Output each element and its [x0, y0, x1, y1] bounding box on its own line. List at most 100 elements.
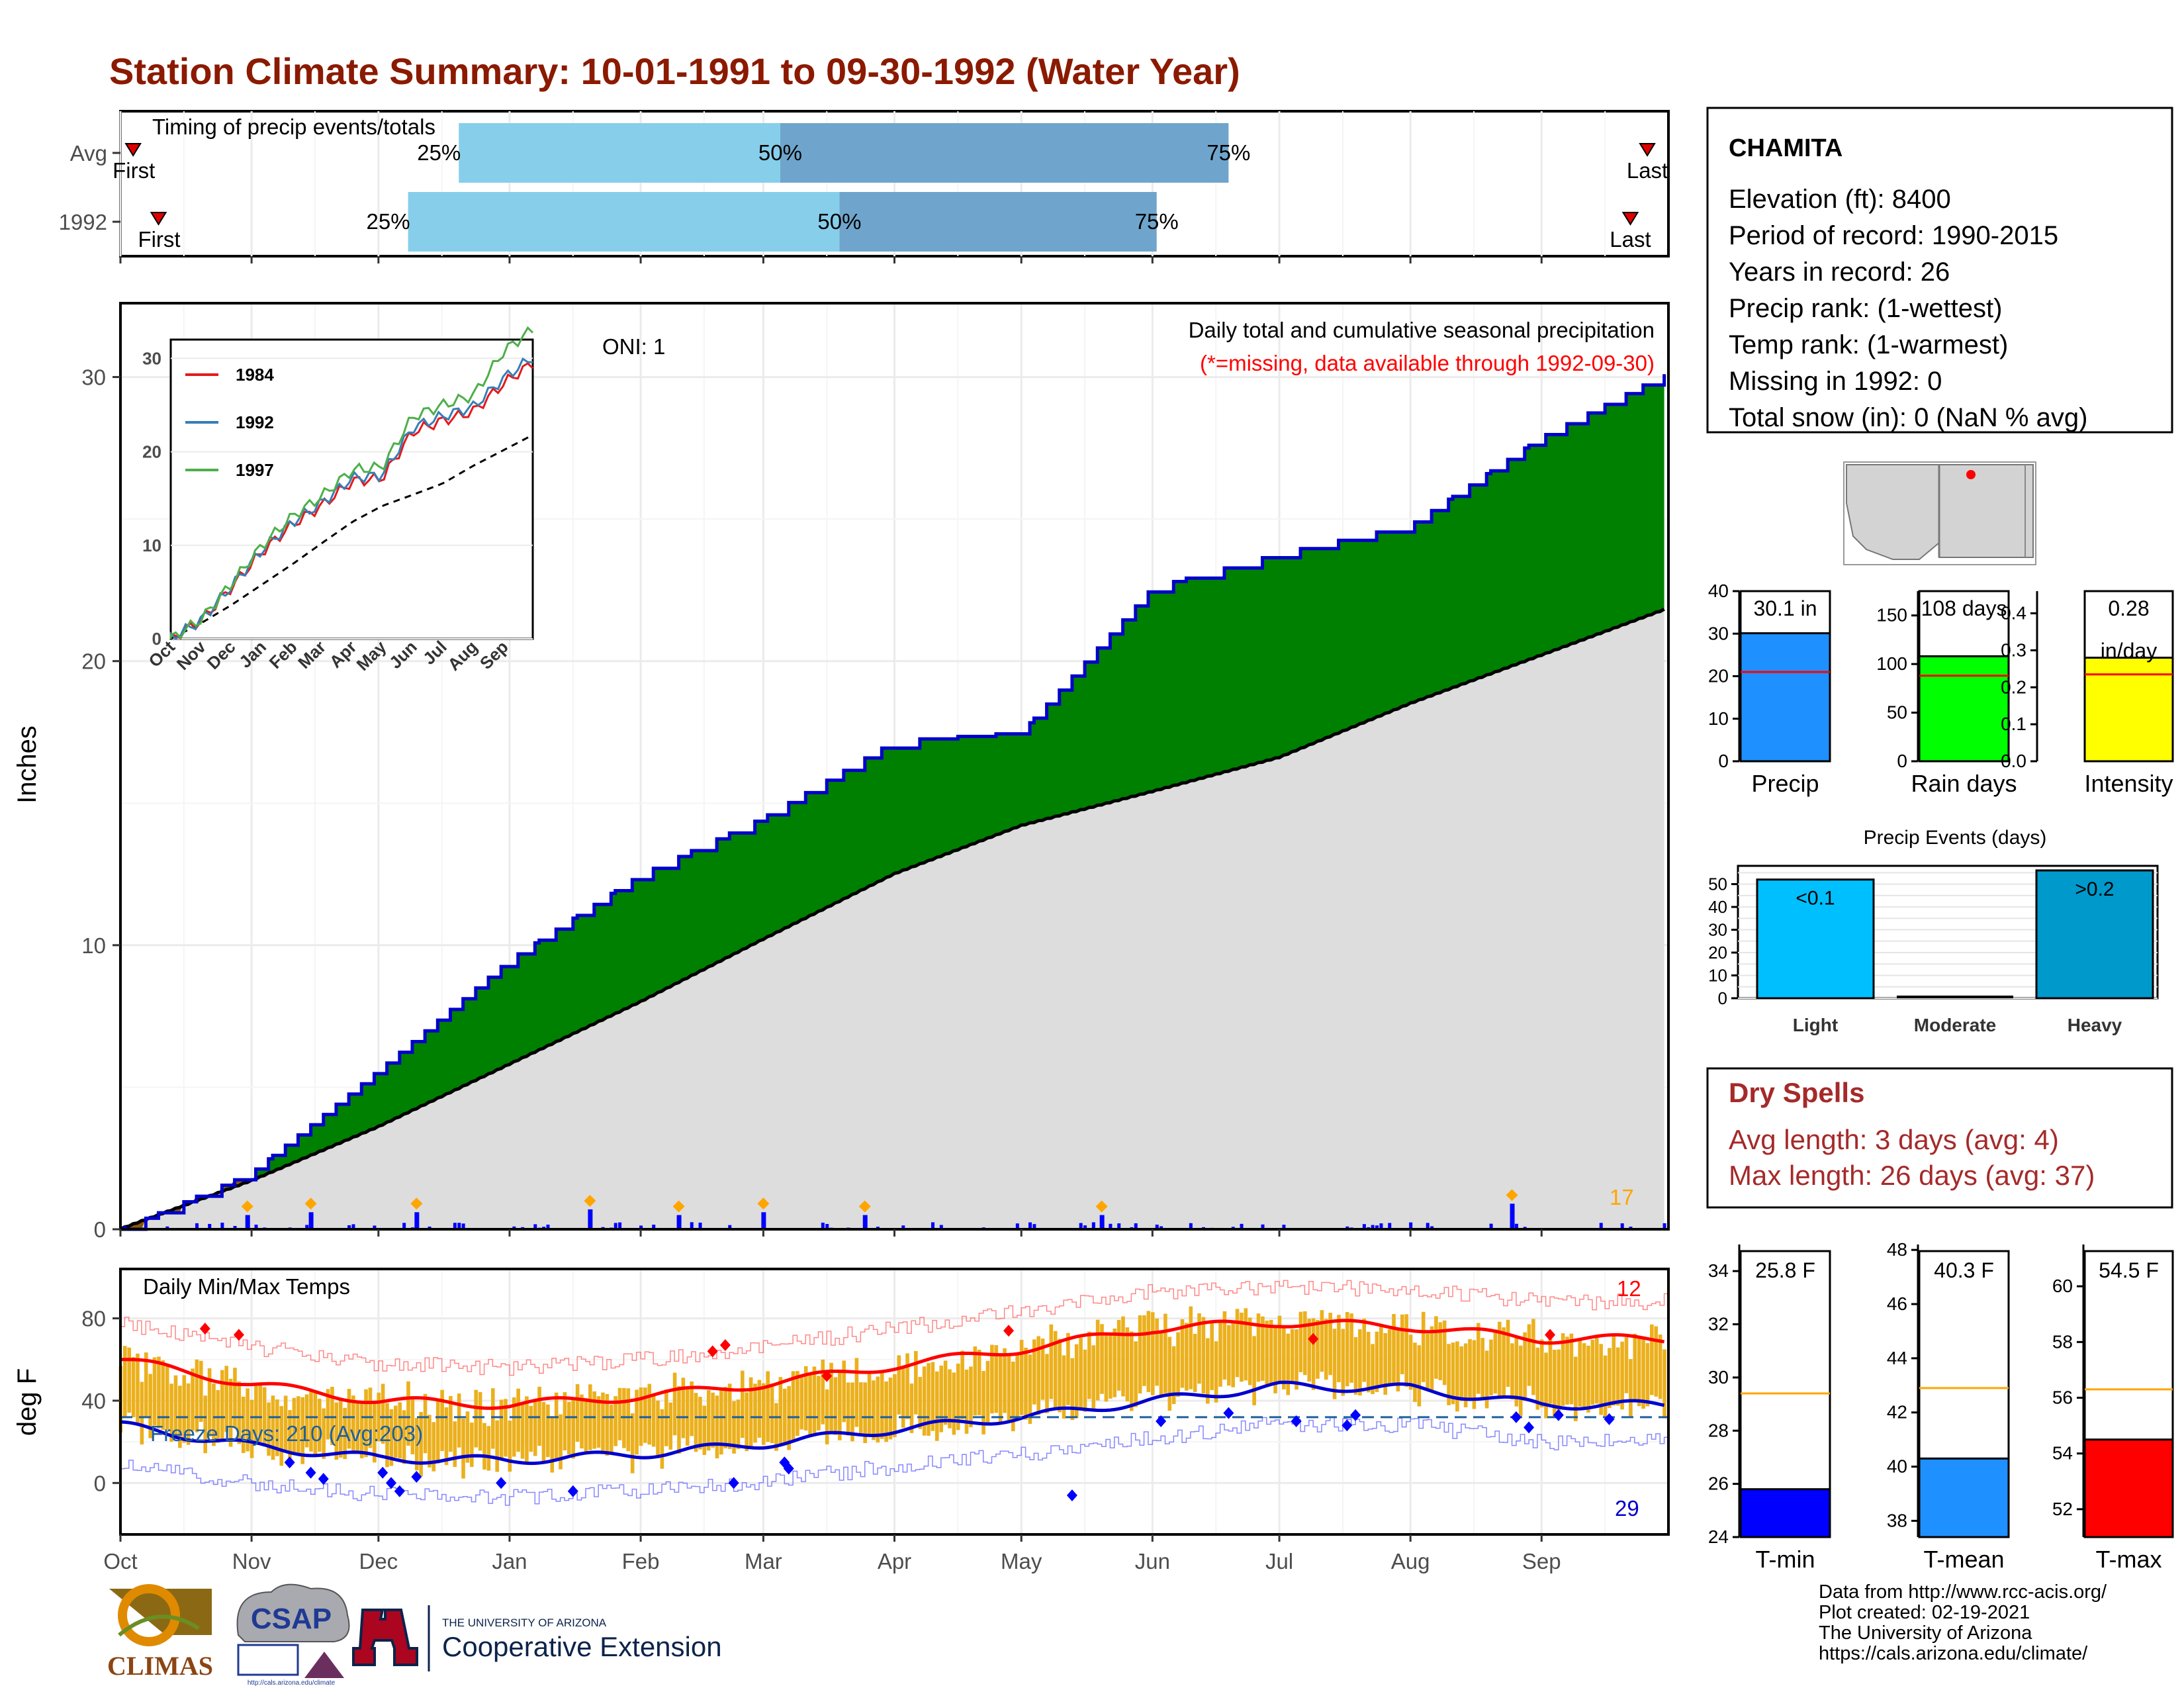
daily-temp-bar: [241, 1396, 246, 1454]
daily-temp-bar: [994, 1345, 999, 1413]
daily-temp-bar: [1645, 1342, 1650, 1407]
first-event-marker: [150, 212, 167, 226]
daily-temp-bar: [1210, 1321, 1214, 1390]
temp-summary-tick-label: 34: [1708, 1260, 1729, 1281]
daily-temp-bar: [1146, 1311, 1151, 1392]
daily-temp-bar: [1565, 1336, 1569, 1405]
precip-events-value-label: >0.2: [2075, 878, 2114, 900]
daily-temp-bar: [1548, 1336, 1553, 1404]
daily-temp-bar: [867, 1371, 872, 1437]
precip-caption: Daily total and cumulative seasonal prec…: [1189, 318, 1655, 342]
daily-temp-bar: [1302, 1311, 1307, 1376]
first-event-label: First: [138, 227, 180, 252]
daily-temp-bar: [1366, 1331, 1371, 1393]
daily-temp-bar: [1434, 1316, 1438, 1379]
daily-precip-bar: [1240, 1223, 1244, 1229]
daily-temp-bar: [575, 1384, 580, 1442]
csap-logo: CSAP http://cals.arizona.edu/climate: [236, 1583, 350, 1687]
heavy-precip-marker: [304, 1197, 317, 1210]
timing-p25-label: 25%: [367, 209, 410, 234]
daily-precip-bar: [1079, 1223, 1083, 1229]
precip-normal-area: [120, 609, 1664, 1229]
station-line-7: Total snow (in): 0 (NaN % avg): [1729, 403, 2087, 432]
daily-temp-bar: [723, 1387, 728, 1448]
temp-summary-tick-label: 40: [1887, 1456, 1907, 1477]
daily-temp-bar: [381, 1383, 385, 1444]
station-line-2: Period of record: 1990-2015: [1729, 221, 2058, 250]
daily-temp-bar: [1408, 1335, 1413, 1390]
daily-temp-bar: [1413, 1342, 1417, 1402]
inset-series-line: [170, 434, 533, 640]
daily-precip-bar: [351, 1224, 355, 1229]
summary-bar-tick-label: 0.0: [2001, 751, 2026, 771]
daily-temp-bar: [1028, 1354, 1032, 1425]
daily-temp-bar: [745, 1392, 749, 1452]
daily-temp-bar: [1066, 1333, 1070, 1405]
temp-summary-tick-label: 56: [2052, 1387, 2073, 1408]
daily-temp-bar: [1226, 1325, 1231, 1386]
temp-summary-tick-label: 24: [1708, 1526, 1729, 1547]
daily-temp-bar: [596, 1396, 601, 1448]
daily-temp-bar: [969, 1366, 973, 1428]
timing-title: Timing of precip events/totals: [152, 115, 435, 139]
daily-temp-bar: [1569, 1333, 1574, 1405]
heavy-precip-marker: [410, 1197, 423, 1210]
daily-precip-bar: [453, 1223, 457, 1229]
daily-temp-bar: [1273, 1327, 1277, 1393]
station-line-6: Missing in 1992: 0: [1729, 367, 1942, 396]
daily-temp-bar: [393, 1405, 398, 1458]
daily-precip-bar: [1091, 1222, 1095, 1229]
temp-y-tick-label: 80: [81, 1307, 106, 1331]
daily-precip-bar: [546, 1225, 550, 1229]
daily-temp-bar: [1134, 1341, 1138, 1407]
daily-precip-bar: [457, 1223, 461, 1229]
daily-temp-bar: [1091, 1345, 1096, 1411]
precip-events-tick-label: 30: [1708, 920, 1727, 940]
daily-temp-bar: [812, 1366, 817, 1433]
summary-bar-tick-label: 0.4: [2001, 603, 2026, 624]
temp-y-axis-label: deg F: [13, 1368, 42, 1436]
daily-temp-bar: [1011, 1361, 1015, 1432]
daily-precip-bar: [1371, 1225, 1375, 1229]
daily-temp-bar: [1189, 1306, 1193, 1389]
daily-temp-bar: [893, 1374, 897, 1437]
record-high-marker: [1545, 1329, 1556, 1341]
daily-temp-bar: [1222, 1311, 1227, 1380]
daily-temp-bar: [461, 1418, 465, 1479]
daily-precip-bar: [123, 1226, 127, 1229]
daily-temp-bar: [186, 1383, 191, 1445]
heavy-precip-marker: [584, 1194, 596, 1207]
csap-url: http://cals.arizona.edu/climate: [248, 1679, 336, 1687]
precip-y-tick-label: 0: [94, 1217, 106, 1242]
daily-temp-bar: [470, 1423, 474, 1468]
daily-precip-bar: [165, 1226, 169, 1229]
daily-temp-bar: [191, 1368, 195, 1431]
daily-temp-bar: [1206, 1338, 1210, 1404]
daily-temp-bar: [250, 1399, 254, 1458]
daily-temp-bar: [1502, 1327, 1506, 1397]
daily-temp-bar: [1510, 1343, 1514, 1399]
daily-temp-bar: [1455, 1341, 1459, 1412]
daily-temp-bar: [858, 1382, 863, 1435]
daily-temp-bar: [672, 1372, 677, 1436]
daily-temp-bar: [1624, 1337, 1629, 1393]
daily-temp-bar: [1116, 1319, 1121, 1391]
daily-temp-bar: [1438, 1322, 1443, 1380]
daily-precip-bar: [1155, 1225, 1159, 1229]
daily-temp-bar: [288, 1410, 292, 1462]
climas-logo: CLIMAS: [107, 1584, 213, 1681]
temp-y-tick-label: 0: [94, 1471, 106, 1495]
daily-temp-bar: [918, 1377, 923, 1429]
freeze-days-label: Freeze Days: 210 (Avg:203): [150, 1421, 423, 1446]
daily-temp-bar: [643, 1387, 647, 1443]
daily-temp-bar: [529, 1405, 533, 1452]
daily-temp-bar: [1506, 1319, 1510, 1387]
daily-precip-bar: [428, 1226, 432, 1229]
daily-precip-bar: [1160, 1226, 1163, 1229]
precip-y-tick-label: 20: [81, 649, 106, 674]
daily-temp-bar: [406, 1381, 410, 1446]
record-high-marker: [719, 1339, 731, 1352]
record-high-marker: [821, 1370, 833, 1382]
daily-temp-bar: [1514, 1337, 1519, 1407]
